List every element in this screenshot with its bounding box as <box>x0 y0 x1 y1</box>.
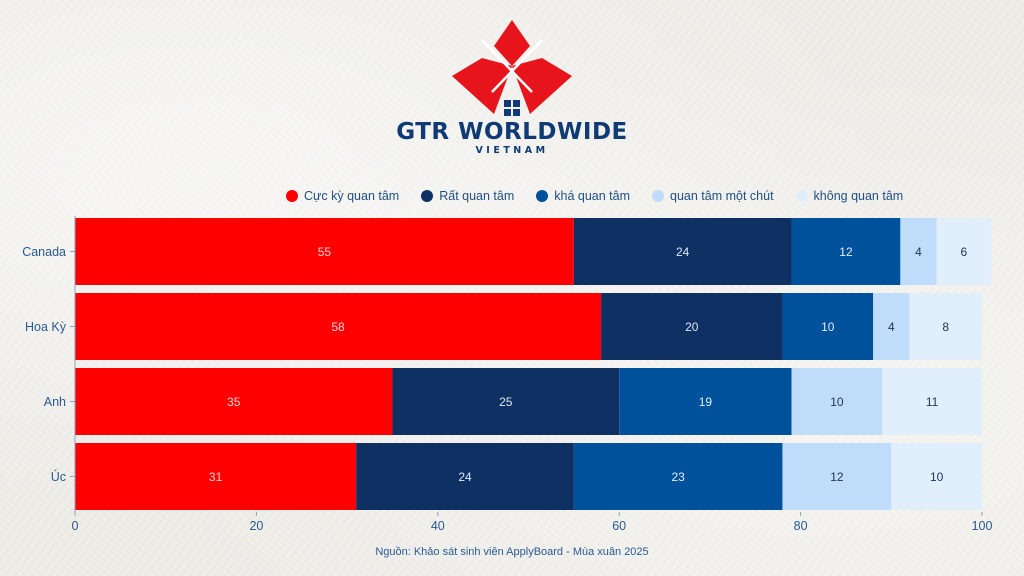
bar-segment-0-0 <box>75 218 574 285</box>
bar-segment-2-1 <box>392 368 620 435</box>
bar-segment-1-0 <box>75 293 602 360</box>
data-label-1-2: 10 <box>821 320 835 334</box>
bar-segment-1-4 <box>909 293 982 360</box>
category-label-1: Hoa Kỳ <box>25 320 67 334</box>
maple-leaf-house-icon <box>452 20 572 116</box>
data-label-1-0: 58 <box>331 320 345 334</box>
logo-right-leaf <box>512 58 572 114</box>
x-tick-label-3: 60 <box>612 519 626 533</box>
brand-logo: GTR WORLDWIDE VIETNAM <box>0 0 1024 170</box>
data-label-2-3: 10 <box>830 395 844 409</box>
logo-cross-line-b <box>491 39 543 93</box>
legend-swatch-4 <box>795 190 808 202</box>
bar-segment-2-4 <box>882 368 982 435</box>
x-tick-label-4: 80 <box>794 519 808 533</box>
legend-label-0: Cực kỳ quan tâm <box>304 189 400 203</box>
data-label-3-0: 31 <box>209 470 223 484</box>
logo-left-leaf <box>452 58 512 114</box>
data-label-3-3: 12 <box>830 470 844 484</box>
x-tick-label-0: 0 <box>72 519 79 533</box>
bar-segment-0-2 <box>791 218 901 285</box>
category-label-0: Canada <box>22 245 66 259</box>
window-icon <box>504 100 520 116</box>
data-label-3-2: 23 <box>671 470 685 484</box>
bar-segment-1-1 <box>601 293 783 360</box>
legend-label-1: Rất quan tâm <box>439 189 515 203</box>
legend-label-3: quan tâm một chút <box>670 189 774 203</box>
legend-swatch-3 <box>652 190 665 202</box>
bar-segment-3-0 <box>75 443 357 510</box>
data-label-3-1: 24 <box>458 470 472 484</box>
logo-cross-line-a <box>481 39 533 93</box>
data-label-2-4: 11 <box>926 395 939 409</box>
legend-swatch-0 <box>286 190 298 202</box>
bar-segment-3-3 <box>782 443 892 510</box>
source-note: Nguồn: Khảo sát sinh viên ApplyBoard - M… <box>375 546 649 558</box>
data-label-0-1: 24 <box>676 245 690 259</box>
legend-item-0: Cực kỳ quan tâm <box>286 189 399 203</box>
data-label-0-4: 6 <box>961 245 968 259</box>
x-tick-label-1: 20 <box>249 519 263 533</box>
bar-segment-2-0 <box>75 368 393 435</box>
brand-name: GTR WORLDWIDE <box>396 119 628 145</box>
legend-swatch-1 <box>421 190 434 202</box>
data-label-3-4: 10 <box>930 470 944 484</box>
legend-item-2: khá quan tâm <box>536 189 630 203</box>
bar-segment-1-3 <box>873 293 910 360</box>
bar-segment-3-4 <box>891 443 982 510</box>
legend-label-4: không quan tâm <box>813 189 904 203</box>
category-label-3: Úc <box>51 469 66 484</box>
data-label-1-3: 4 <box>888 320 895 334</box>
brand-subtitle: VIETNAM <box>475 145 549 156</box>
data-label-0-2: 12 <box>839 245 853 259</box>
data-label-1-4: 8 <box>942 320 949 334</box>
data-label-0-3: 4 <box>915 245 922 259</box>
bar-segment-1-2 <box>782 293 874 360</box>
bar-segment-0-1 <box>573 218 792 285</box>
bar-segment-0-4 <box>936 218 992 285</box>
data-label-2-1: 25 <box>499 395 513 409</box>
bar-segment-3-1 <box>356 443 574 510</box>
data-label-1-1: 20 <box>685 320 699 334</box>
x-tick-label-2: 40 <box>431 519 445 533</box>
legend-swatch-2 <box>536 190 549 202</box>
bar-segment-3-2 <box>573 443 783 510</box>
legend-item-1: Rất quan tâm <box>421 189 514 203</box>
data-label-2-0: 35 <box>227 395 241 409</box>
bar-segment-2-2 <box>619 368 792 435</box>
x-tick-label-5: 100 <box>972 519 993 533</box>
legend-item-4: không quan tâm <box>795 189 904 203</box>
data-label-0-0: 55 <box>318 245 332 259</box>
bar-segment-2-3 <box>791 368 883 435</box>
legend-item-3: quan tâm một chút <box>652 189 774 203</box>
legend-label-2: khá quan tâm <box>554 189 631 203</box>
category-label-2: Anh <box>44 395 66 409</box>
logo-top-leaf <box>494 20 530 66</box>
bar-segment-0-3 <box>900 218 937 285</box>
data-label-2-2: 19 <box>699 395 713 409</box>
chart-legend: Cực kỳ quan tâm Rất quan tâm khá quan tâm q… <box>286 186 903 206</box>
